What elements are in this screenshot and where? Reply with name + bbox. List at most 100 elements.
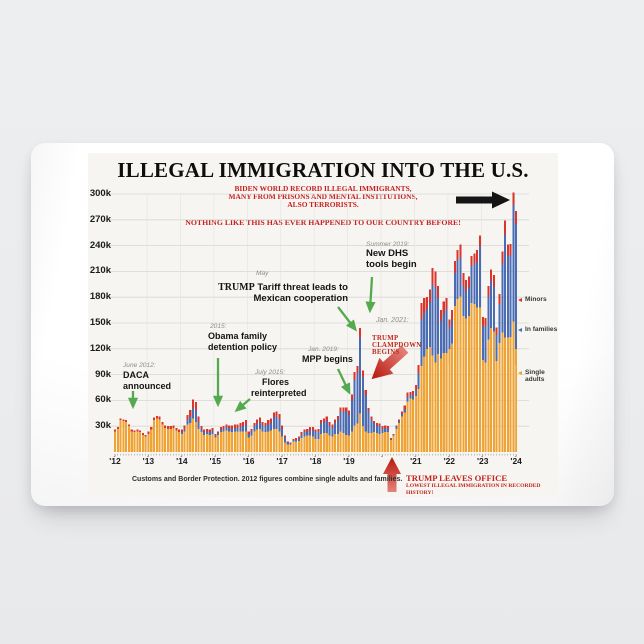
annotation-date: July 2015: xyxy=(255,369,286,376)
bar-segment xyxy=(256,429,259,452)
legend-label: In families xyxy=(525,326,558,333)
bar-segment xyxy=(431,267,434,285)
source-note: Customs and Border Protection. 2012 figu… xyxy=(132,476,403,483)
bar-segment xyxy=(211,433,214,452)
y-axis-label: 210k xyxy=(89,265,111,277)
bar-segment xyxy=(183,425,186,429)
bar-segment xyxy=(194,410,197,422)
bar-segment xyxy=(192,399,195,409)
bar-segment xyxy=(275,411,278,417)
bar-segment xyxy=(417,365,420,373)
bar-segment xyxy=(141,433,144,435)
bar-segment xyxy=(453,261,456,274)
bar-segment xyxy=(242,431,245,452)
bar-segment xyxy=(261,431,264,452)
bar-segment xyxy=(141,434,144,452)
bar-segment xyxy=(239,431,242,452)
bar-segment xyxy=(231,425,234,429)
biden-callout-line: MANY FROM PRISONS AND MENTAL INSTITUTION… xyxy=(228,192,418,202)
bar-segment xyxy=(342,411,345,434)
bar-segment xyxy=(270,430,273,452)
bar-segment xyxy=(353,372,356,380)
bar-segment xyxy=(219,432,222,452)
bar-segment xyxy=(136,429,139,432)
bar-segment xyxy=(392,433,395,435)
bar-segment xyxy=(492,331,495,452)
bar-segment xyxy=(506,337,509,452)
bar-segment xyxy=(350,400,353,432)
bar-segment xyxy=(231,428,234,433)
bar-segment xyxy=(295,439,298,442)
bar-segment xyxy=(314,432,317,440)
bar-segment xyxy=(512,205,515,322)
bar-segment xyxy=(297,436,300,439)
bar-segment xyxy=(175,427,178,431)
bar-segment xyxy=(470,303,473,452)
bar-segment xyxy=(306,435,309,452)
bar-segment xyxy=(314,439,317,452)
bar-segment xyxy=(473,304,476,452)
bar-segment xyxy=(264,426,267,433)
bar-segment xyxy=(147,433,150,452)
bar-segment xyxy=(495,335,498,361)
bar-segment xyxy=(161,424,164,452)
bar-segment xyxy=(233,427,236,432)
bar-segment xyxy=(127,424,130,427)
bar-segment xyxy=(205,431,208,434)
bar-segment xyxy=(278,419,281,432)
bar-segment xyxy=(228,425,231,428)
bar-segment xyxy=(426,309,429,349)
bar-segment xyxy=(289,443,292,445)
annotation-may: May xyxy=(256,270,268,278)
bar-segment xyxy=(476,307,479,452)
bar-segment xyxy=(303,429,306,433)
bar-segment xyxy=(194,421,197,452)
bar-segment xyxy=(242,421,245,427)
bar-segment xyxy=(356,423,359,452)
biden-callout-line: BIDEN WORLD RECORD ILLEGAL IMMIGRANTS, xyxy=(234,184,412,193)
bar-segment xyxy=(289,442,292,444)
x-axis-year-label: '22 xyxy=(443,456,456,466)
bar-segment xyxy=(208,434,211,452)
bar-segment xyxy=(286,444,289,452)
bar-segment xyxy=(348,410,351,416)
bar-segment xyxy=(484,317,487,327)
bar-segment xyxy=(501,332,504,452)
bar-segment xyxy=(286,442,289,445)
bar-segment xyxy=(490,328,493,452)
annotation-dhs: Summer 2019: New DHS tools begin xyxy=(366,241,417,270)
bar-segment xyxy=(476,261,479,308)
bar-segment xyxy=(398,419,401,422)
bar-segment xyxy=(387,432,390,452)
bar-segment xyxy=(192,418,195,452)
annotation-leaves-office: TRUMP LEAVES OFFICE LOWEST ILLEGAL IMMIG… xyxy=(406,473,541,496)
bar-segment xyxy=(119,418,122,421)
bar-segment xyxy=(267,420,270,425)
bar-segment xyxy=(428,347,431,452)
bar-segment xyxy=(442,353,445,452)
bar-segment xyxy=(228,431,231,452)
annotation-date: 2015: xyxy=(210,323,227,330)
bar-segment xyxy=(481,359,484,452)
bar-segment xyxy=(453,273,456,306)
bar-segment xyxy=(367,408,370,412)
bar-segment xyxy=(481,325,484,360)
bar-segment xyxy=(178,429,181,433)
bar-segment xyxy=(364,431,367,452)
svg-text:J: J xyxy=(180,454,182,458)
bar-segment xyxy=(133,430,136,433)
bar-segment xyxy=(122,419,125,422)
bar-segment xyxy=(186,420,189,425)
bar-segment xyxy=(465,318,468,452)
bar-segment xyxy=(295,438,298,440)
bar-segment xyxy=(364,390,367,396)
bar-segment xyxy=(487,339,490,452)
bar-segment xyxy=(467,316,470,452)
bar-segment xyxy=(484,326,487,363)
bar-segment xyxy=(392,435,395,452)
bar-segment xyxy=(445,353,448,452)
bar-segment xyxy=(395,428,398,452)
y-axis-label: 300k xyxy=(89,188,111,199)
bar-segment xyxy=(420,319,423,366)
